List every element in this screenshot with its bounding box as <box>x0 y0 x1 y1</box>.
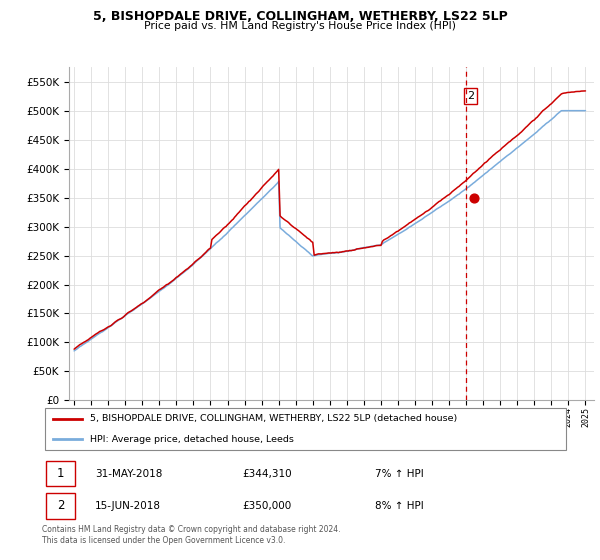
Text: £350,000: £350,000 <box>242 501 292 511</box>
Text: 7% ↑ HPI: 7% ↑ HPI <box>374 469 424 479</box>
FancyBboxPatch shape <box>46 493 75 519</box>
Point <box>469 193 479 202</box>
Text: £344,310: £344,310 <box>242 469 292 479</box>
Text: 2: 2 <box>57 500 64 512</box>
Text: 2: 2 <box>467 91 474 101</box>
FancyBboxPatch shape <box>46 461 75 486</box>
Text: 8% ↑ HPI: 8% ↑ HPI <box>374 501 424 511</box>
Text: 15-JUN-2018: 15-JUN-2018 <box>95 501 161 511</box>
FancyBboxPatch shape <box>44 408 566 450</box>
Text: 5, BISHOPDALE DRIVE, COLLINGHAM, WETHERBY, LS22 5LP (detached house): 5, BISHOPDALE DRIVE, COLLINGHAM, WETHERB… <box>89 414 457 423</box>
Text: HPI: Average price, detached house, Leeds: HPI: Average price, detached house, Leed… <box>89 435 293 444</box>
Text: 1: 1 <box>57 467 64 480</box>
Text: 31-MAY-2018: 31-MAY-2018 <box>95 469 162 479</box>
Text: 5, BISHOPDALE DRIVE, COLLINGHAM, WETHERBY, LS22 5LP: 5, BISHOPDALE DRIVE, COLLINGHAM, WETHERB… <box>92 10 508 23</box>
Text: Price paid vs. HM Land Registry's House Price Index (HPI): Price paid vs. HM Land Registry's House … <box>144 21 456 31</box>
Text: Contains HM Land Registry data © Crown copyright and database right 2024.
This d: Contains HM Land Registry data © Crown c… <box>42 525 341 545</box>
